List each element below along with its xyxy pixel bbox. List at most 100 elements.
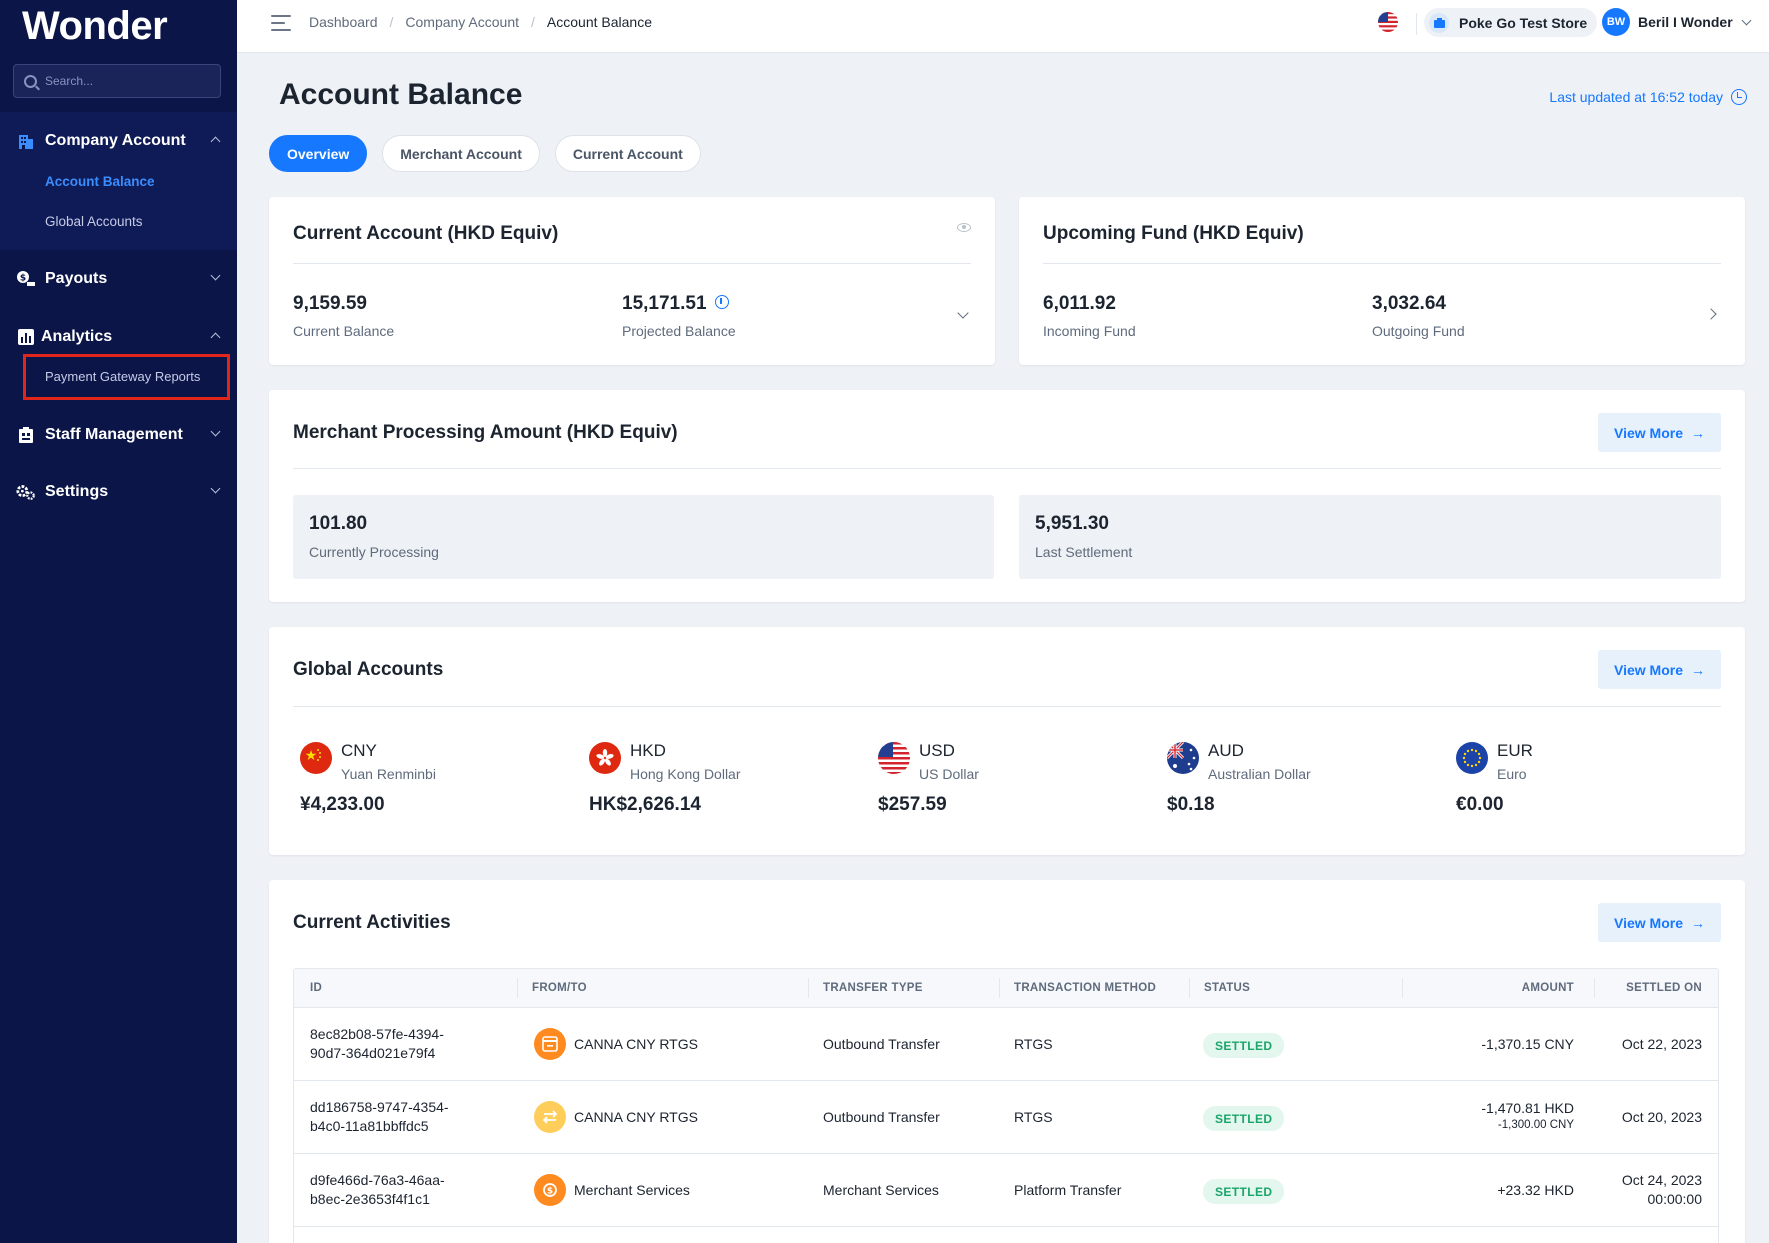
divider (1416, 13, 1417, 35)
transaction-id-line: dd186758-9747-4354- (310, 1099, 449, 1115)
currency-code: USD (919, 741, 955, 760)
table-row[interactable]: d9fe466d-76a3-46aa-b8ec-2e3653f4f1c1 $ M… (294, 1154, 1718, 1227)
menu-toggle-icon[interactable] (271, 14, 291, 32)
view-more-button[interactable]: View More → (1598, 413, 1721, 452)
table-row[interactable] (294, 1227, 1718, 1243)
from-to: CANNA CNY RTGS (574, 1036, 698, 1052)
hong-kong-flag-icon (589, 742, 621, 774)
chevron-right-icon[interactable] (1705, 308, 1717, 320)
gear-icon (16, 482, 36, 502)
currency-code: HKD (630, 741, 666, 760)
chevron-down-icon (210, 426, 221, 437)
settled-time: 00:00:00 (1647, 1191, 1703, 1207)
table-row[interactable]: 8ec82b08-57fe-4394- 90d7-364d021e79f4 CAN… (294, 1008, 1718, 1081)
status-badge: SETTLED (1203, 1106, 1285, 1131)
divider (293, 706, 1721, 707)
activities-table: ID FROM/TO TRANSFER TYPE TRANSACTION MET… (293, 968, 1719, 1243)
analytics-icon (16, 327, 36, 347)
card-title: Merchant Processing Amount (HKD Equiv) (293, 422, 678, 443)
store-selector[interactable]: Poke Go Test Store (1424, 8, 1598, 37)
col-amount: AMOUNT (1521, 982, 1574, 994)
nav-account-balance[interactable]: Account Balance (45, 174, 155, 189)
currency-amount: €0.00 (1456, 794, 1504, 815)
nav-staff-management[interactable]: Staff Management (0, 418, 237, 452)
nav-global-accounts[interactable]: Global Accounts (45, 214, 143, 229)
topbar: Dashboard / Company Account / Account Ba… (237, 0, 1769, 53)
chevron-down-icon (210, 483, 221, 494)
staff-icon (16, 425, 36, 445)
company-account-group (0, 112, 237, 250)
view-more-button[interactable]: View More → (1598, 903, 1721, 942)
search-input[interactable] (45, 74, 205, 88)
breadcrumb-separator: / (389, 14, 394, 30)
australia-flag-icon (1167, 742, 1199, 774)
payouts-icon: $ (16, 269, 36, 289)
arrow-right-icon: → (1691, 424, 1705, 441)
eye-icon[interactable] (957, 223, 971, 232)
last-settlement-label: Last Settlement (1035, 544, 1133, 560)
nav-analytics[interactable]: Analytics (0, 320, 237, 354)
user-menu[interactable]: BW Beril I Wonder (1602, 8, 1752, 36)
tab-merchant-account[interactable]: Merchant Account (382, 135, 540, 172)
last-updated-text: Last updated at 16:52 today (1549, 89, 1723, 105)
column-divider (1594, 978, 1595, 998)
current-account-card: Current Account (HKD Equiv) 9,159.59 Cur… (269, 197, 995, 365)
breadcrumb-company-account[interactable]: Company Account (405, 14, 520, 30)
divider (1043, 263, 1721, 264)
transfer-type: Outbound Transfer (823, 1036, 940, 1052)
nav-settings[interactable]: Settings (0, 475, 237, 509)
currency-amount: $0.18 (1167, 794, 1215, 815)
nav-settings-label: Settings (45, 483, 109, 500)
upcoming-fund-card: Upcoming Fund (HKD Equiv) 6,011.92 Incom… (1019, 197, 1745, 365)
settled-on: Oct 20, 2023 (1621, 1109, 1702, 1125)
current-balance-value: 9,159.59 (293, 293, 367, 314)
tab-current-account[interactable]: Current Account (554, 135, 701, 172)
projected-balance-value: 15,171.51 (622, 293, 707, 314)
projected-balance-label: Projected Balance (622, 323, 736, 339)
card-title: Current Account (HKD Equiv) (293, 223, 559, 244)
currency-name: Yuan Renminbi (341, 766, 436, 782)
wonder-logo[interactable]: Wonder (22, 4, 168, 48)
nav-payouts[interactable]: $ Payouts (0, 262, 237, 296)
nav-payment-gateway-reports[interactable]: Payment Gateway Reports (45, 369, 201, 384)
breadcrumb: Dashboard / Company Account / Account Ba… (309, 14, 652, 30)
highlight-annotation (23, 354, 230, 400)
view-more-label: View More (1614, 424, 1683, 441)
eu-flag-icon (1456, 742, 1488, 774)
store-icon (1429, 12, 1449, 33)
settled-date: Oct 24, 2023 (1621, 1172, 1702, 1188)
breadcrumb-dashboard[interactable]: Dashboard (309, 14, 378, 30)
col-status: STATUS (1204, 982, 1251, 994)
transfer-type: Outbound Transfer (823, 1109, 940, 1125)
merchant-processing-card: Merchant Processing Amount (HKD Equiv) V… (269, 390, 1745, 602)
arrow-right-icon: → (1691, 914, 1705, 931)
tab-overview[interactable]: Overview (269, 135, 368, 172)
column-divider (517, 978, 518, 998)
currency-code: EUR (1497, 741, 1533, 760)
amount: -1,470.81 HKD (1481, 1100, 1574, 1116)
search-box[interactable] (13, 64, 221, 98)
view-more-button[interactable]: View More → (1598, 650, 1721, 689)
chevron-up-icon (210, 136, 221, 147)
settled-on: Oct 24, 2023 00:00:00 (1622, 1171, 1702, 1209)
col-from-to: FROM/TO (532, 982, 587, 994)
breadcrumb-account-balance: Account Balance (546, 14, 652, 30)
col-settled-on: SETTLED ON (1626, 982, 1702, 994)
info-icon[interactable] (714, 294, 729, 309)
nav-staff-management-label: Staff Management (45, 426, 183, 443)
transaction-id-line: 8ec82b08-57fe-4394- (310, 1026, 444, 1042)
transaction-id-line: b4c0-11a81bbffdc5 (310, 1118, 429, 1134)
transaction-id: 8ec82b08-57fe-4394- 90d7-364d021e79f4 (310, 1025, 444, 1063)
table-row[interactable]: dd186758-9747-4354- b4c0-11a81bbffdc5 CAN… (294, 1081, 1718, 1154)
col-transfer-type: TRANSFER TYPE (823, 982, 923, 994)
svg-text:$: $ (547, 1187, 553, 1197)
us-flag-language-icon[interactable] (1378, 12, 1398, 32)
last-updated[interactable]: Last updated at 16:52 today (1549, 89, 1747, 105)
last-settlement-value: 5,951.30 (1035, 513, 1109, 534)
current-balance-label: Current Balance (293, 323, 395, 339)
outgoing-fund-value: 3,032.64 (1372, 293, 1446, 314)
nav-company-account[interactable]: Company Account (0, 124, 237, 158)
nav-analytics-label: Analytics (41, 328, 113, 345)
transaction-method: RTGS (1014, 1036, 1053, 1052)
chevron-down-icon[interactable] (957, 307, 969, 319)
